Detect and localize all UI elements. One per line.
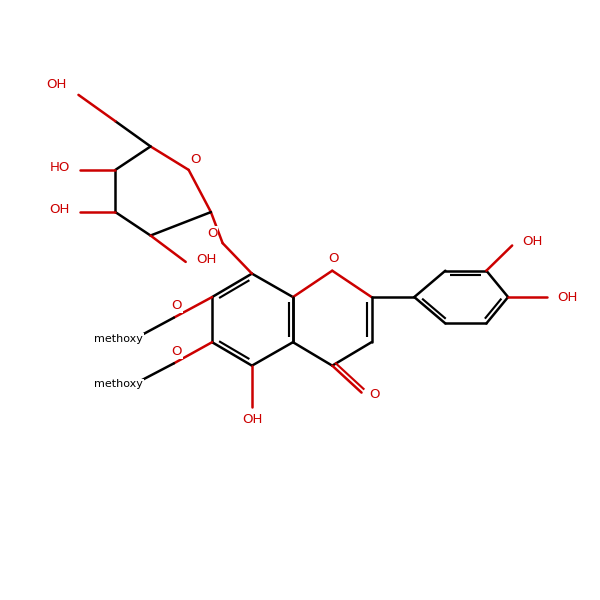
Text: methoxy: methoxy: [94, 334, 143, 344]
Text: OH: OH: [557, 290, 578, 304]
Text: O: O: [207, 227, 217, 239]
Text: OH: OH: [196, 253, 217, 266]
Text: methoxy: methoxy: [94, 379, 143, 389]
Text: O: O: [171, 299, 182, 313]
Text: O: O: [328, 253, 338, 265]
Text: OH: OH: [50, 203, 70, 216]
Text: OH: OH: [46, 78, 67, 91]
Text: OH: OH: [242, 413, 262, 426]
Text: HO: HO: [50, 161, 70, 174]
Text: O: O: [171, 345, 182, 358]
Text: O: O: [190, 153, 201, 166]
Text: O: O: [369, 388, 380, 401]
Text: OH: OH: [523, 235, 543, 248]
